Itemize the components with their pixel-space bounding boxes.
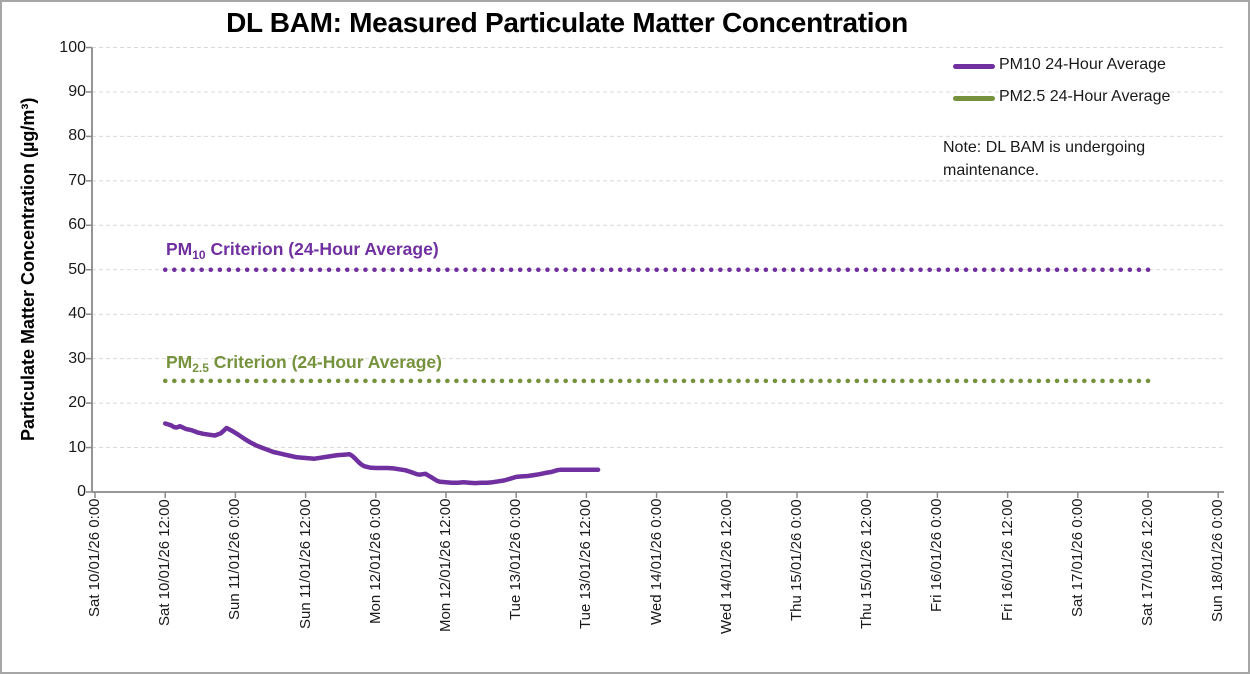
pm25-criterion-label-rest: Criterion (24-Hour Average) <box>208 352 442 372</box>
pm10-criterion-label-rest: Criterion (24-Hour Average) <box>205 239 439 259</box>
pm10-criterion-label-subscript: 10 <box>192 248 206 262</box>
x-tick-label: Wed 14/01/26 12:00 <box>717 499 735 634</box>
x-tick-label: Mon 12/01/26 0:00 <box>366 499 384 625</box>
y-tick-label: 50 <box>68 260 86 278</box>
x-tick-label: Mon 12/01/26 12:00 <box>437 499 454 633</box>
pm25-criterion-label-subscript: 2.5 <box>192 361 209 375</box>
x-tick-label: Fri 16/01/26 0:00 <box>928 499 946 613</box>
pm25-legend-line-icon <box>953 96 995 101</box>
legend-label-pm10: PM10 24-Hour Average <box>999 56 1166 73</box>
x-tick-label: Sat 17/01/26 12:00 <box>1139 499 1156 626</box>
legend-label-pm25: PM2.5 24-Hour Average <box>999 88 1171 105</box>
y-tick-label: 20 <box>68 394 86 412</box>
y-tick-label: 30 <box>68 349 86 367</box>
pm10-criterion-label-prefix: PM <box>166 239 193 259</box>
y-tick-label: 100 <box>59 38 86 56</box>
x-tick-label: Sun 11/01/26 12:00 <box>296 499 314 629</box>
x-tick-label: Sun 11/01/26 0:00 <box>226 499 244 621</box>
pm10-criterion-label: PM10 Criterion (24-Hour Average) <box>166 239 439 262</box>
pm25-criterion-label-prefix: PM <box>166 352 193 372</box>
x-tick-label: Wed 14/01/26 0:00 <box>647 499 665 626</box>
x-tick-label: Sat 10/01/26 0:00 <box>86 499 103 618</box>
chart-title: DL BAM: Measured Particulate Matter Conc… <box>226 7 908 38</box>
x-tick-label: Sat 10/01/26 12:00 <box>156 499 174 626</box>
chart-note: Note: DL BAM is undergoing maintenance. <box>943 139 1146 179</box>
pm25-criterion-label: PM2.5 Criterion (24-Hour Average) <box>166 352 442 375</box>
pm10-data-line <box>162 421 601 486</box>
x-tick-label: Thu 15/01/26 0:00 <box>788 499 805 621</box>
x-tick-label: Sat 17/01/26 0:00 <box>1068 499 1086 618</box>
y-tick-label: 40 <box>68 305 86 323</box>
y-tick-label: 80 <box>68 127 86 145</box>
y-tick-label: 0 <box>77 483 86 500</box>
x-tick-label: Fri 16/01/26 12:00 <box>998 499 1016 621</box>
x-tick-label: Tue 13/01/26 0:00 <box>507 499 525 621</box>
pm10-legend-line-icon <box>953 64 995 69</box>
y-tick-label: 60 <box>68 216 86 234</box>
x-tick-label: Sun 18/01/26 0:00 <box>1209 499 1227 622</box>
y-tick-label: 90 <box>68 82 86 100</box>
x-tick-label: Tue 13/01/26 12:00 <box>577 499 595 629</box>
y-tick-label: 10 <box>68 438 86 456</box>
x-tick-label: Thu 15/01/26 12:00 <box>858 499 876 630</box>
y-tick-label: 70 <box>68 171 86 189</box>
